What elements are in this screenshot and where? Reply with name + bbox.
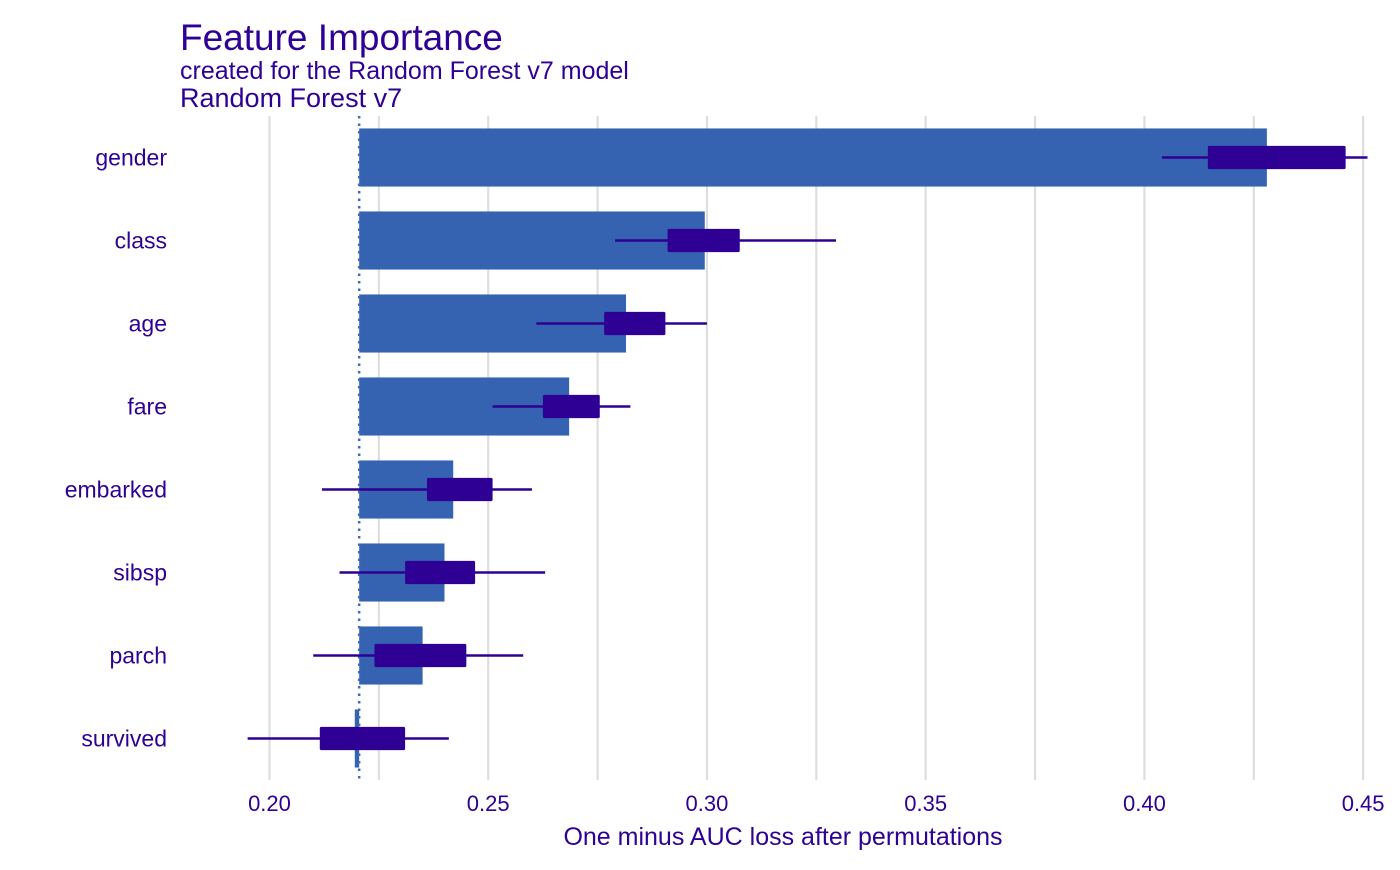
- x-tick-label: 0.25: [467, 791, 510, 816]
- y-axis-labels: gender class age fare embarked sibsp parch surv…: [65, 145, 168, 752]
- box-class: [667, 228, 740, 253]
- model-label: Random Forest v7: [180, 83, 402, 113]
- bars-layer: [354, 128, 1267, 768]
- box-embarked: [426, 477, 493, 502]
- x-axis-title: One minus AUC loss after permutations: [563, 823, 1002, 851]
- x-tick-label: 0.35: [904, 791, 947, 816]
- box-fare: [542, 394, 600, 419]
- box-age: [604, 311, 666, 336]
- y-label-embarked: embarked: [65, 477, 167, 503]
- y-label-gender: gender: [95, 145, 167, 171]
- x-tick-label: 0.40: [1123, 791, 1166, 816]
- x-axis-tick-labels: 0.20 0.25 0.30 0.35 0.40 0.45: [248, 791, 1384, 816]
- x-tick-label: 0.20: [248, 791, 291, 816]
- y-label-age: age: [129, 311, 167, 337]
- boxplot-layer: [247, 145, 1368, 751]
- y-label-class: class: [115, 228, 167, 254]
- x-tick-label: 0.30: [686, 791, 729, 816]
- chart-subtitle: created for the Random Forest v7 model: [180, 57, 629, 85]
- box-sibsp: [405, 560, 476, 585]
- bar-gender: [359, 128, 1267, 187]
- y-label-survived: survived: [81, 726, 167, 752]
- x-tick-label: 0.45: [1342, 791, 1385, 816]
- y-label-parch: parch: [109, 643, 167, 669]
- y-label-sibsp: sibsp: [113, 560, 167, 586]
- chart-title: Feature Importance: [180, 17, 503, 58]
- box-gender: [1207, 145, 1346, 170]
- box-survived: [319, 726, 406, 751]
- y-label-fare: fare: [127, 394, 167, 420]
- box-parch: [374, 643, 467, 668]
